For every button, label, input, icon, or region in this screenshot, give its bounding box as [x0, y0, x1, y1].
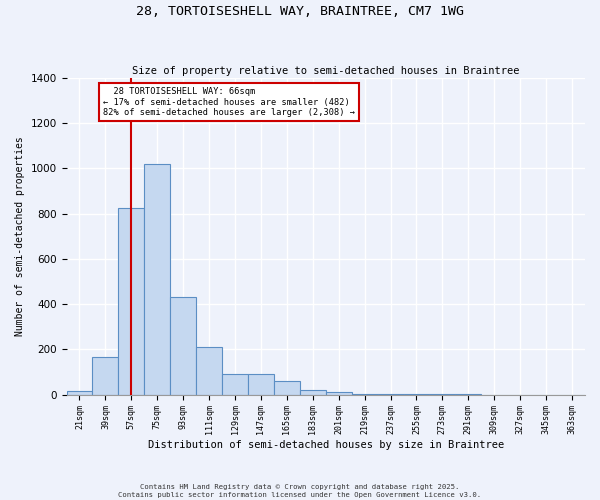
- Bar: [144, 164, 170, 394]
- Bar: [196, 347, 222, 395]
- Text: 28 TORTOISESHELL WAY: 66sqm
← 17% of semi-detached houses are smaller (482)
82% : 28 TORTOISESHELL WAY: 66sqm ← 17% of sem…: [103, 87, 355, 117]
- Text: 28, TORTOISESHELL WAY, BRAINTREE, CM7 1WG: 28, TORTOISESHELL WAY, BRAINTREE, CM7 1W…: [136, 5, 464, 18]
- X-axis label: Distribution of semi-detached houses by size in Braintree: Distribution of semi-detached houses by …: [148, 440, 504, 450]
- Bar: [274, 381, 300, 394]
- Title: Size of property relative to semi-detached houses in Braintree: Size of property relative to semi-detach…: [132, 66, 520, 76]
- Bar: [92, 358, 118, 395]
- Bar: [67, 392, 92, 394]
- Y-axis label: Number of semi-detached properties: Number of semi-detached properties: [15, 136, 25, 336]
- Bar: [326, 392, 352, 394]
- Bar: [118, 208, 144, 394]
- Bar: [222, 374, 248, 394]
- Bar: [248, 374, 274, 394]
- Bar: [300, 390, 326, 394]
- Text: Contains HM Land Registry data © Crown copyright and database right 2025.
Contai: Contains HM Land Registry data © Crown c…: [118, 484, 482, 498]
- Bar: [170, 298, 196, 394]
